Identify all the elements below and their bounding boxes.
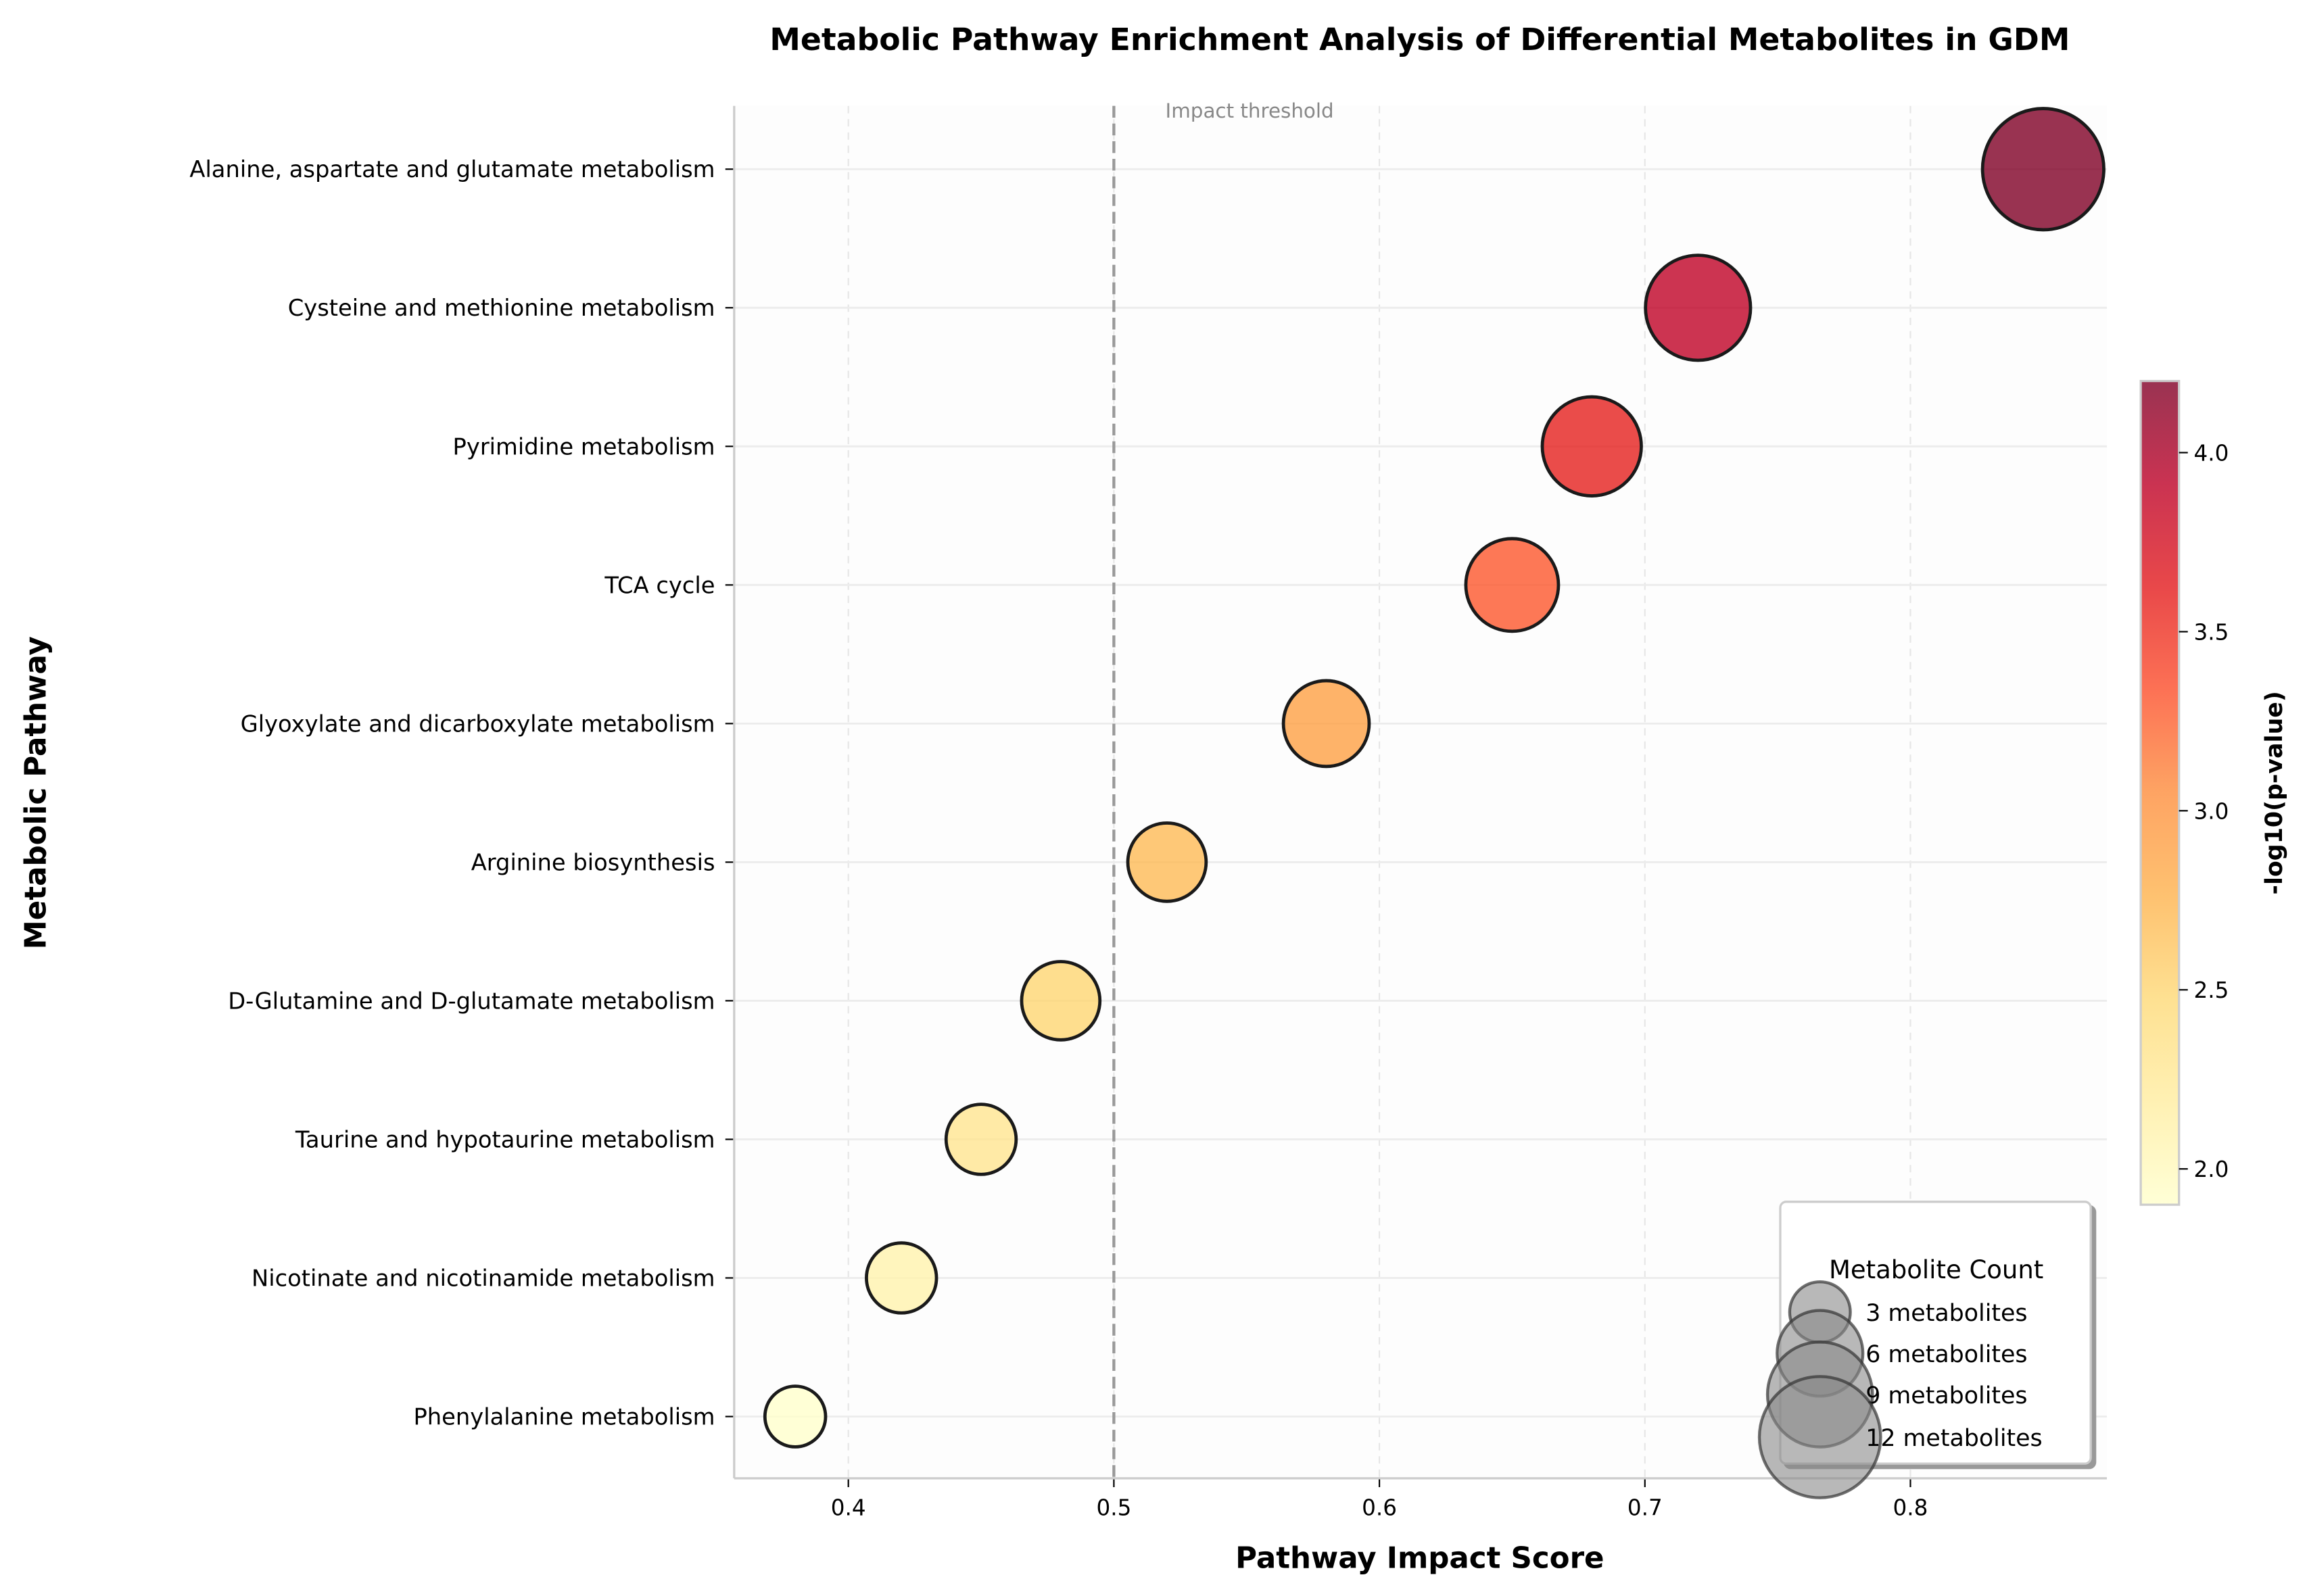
y-tick-label: Nicotinate and nicotinamide metabolism	[252, 1265, 715, 1291]
bubble-point	[865, 1241, 938, 1315]
y-axis-label: Metabolic Pathway	[19, 636, 53, 949]
y-tick-label: D-Glutamine and D-glutamate metabolism	[228, 988, 715, 1014]
x-tick-label: 0.4	[831, 1495, 866, 1520]
impact-threshold-label: Impact threshold	[1166, 99, 1334, 122]
legend-label: 9 metabolites	[1865, 1382, 2027, 1409]
x-axis-label: Pathway Impact Score	[1235, 1542, 1604, 1576]
colorbar	[2139, 379, 2181, 1206]
bubble-point	[1540, 395, 1643, 498]
colorbar-tick-label: 2.0	[2193, 1157, 2229, 1182]
bubble-point	[1020, 960, 1102, 1042]
y-tick-label: Glyoxylate and dicarboxylate metabolism	[241, 710, 715, 737]
bubble-point	[1980, 107, 2106, 232]
bubble-point	[1644, 253, 1753, 362]
y-tick-label: Arginine biosynthesis	[471, 849, 715, 875]
x-tick-label: 0.8	[1893, 1495, 1928, 1520]
x-tick-label: 0.7	[1627, 1495, 1663, 1520]
bubble-point	[1126, 821, 1208, 903]
y-tick-label: Taurine and hypotaurine metabolism	[295, 1126, 715, 1153]
bubble-point	[1281, 679, 1371, 769]
x-tick-label: 0.6	[1362, 1495, 1397, 1520]
colorbar-label: -log10(p-value)	[2261, 691, 2288, 894]
legend-title: Metabolite Count	[1829, 1255, 2043, 1284]
bubble-point	[1464, 537, 1561, 633]
x-tick-label: 0.5	[1096, 1495, 1131, 1520]
colorbar-tick-label: 2.5	[2193, 977, 2229, 1003]
y-tick-label: Alanine, aspartate and glutamate metabol…	[189, 156, 715, 183]
y-tick-label: Pyrimidine metabolism	[453, 433, 715, 460]
colorbar-tick-label: 3.5	[2193, 619, 2229, 645]
legend-label: 12 metabolites	[1865, 1425, 2043, 1452]
legend-bubble	[1757, 1375, 1882, 1499]
bubble-point	[763, 1384, 828, 1449]
legend-label: 3 metabolites	[1865, 1300, 2027, 1327]
bubble-point	[944, 1103, 1018, 1176]
y-tick-label: TCA cycle	[604, 572, 715, 598]
y-tick-label: Cysteine and methionine metabolism	[288, 295, 715, 321]
chart-title: Metabolic Pathway Enrichment Analysis of…	[769, 22, 2070, 57]
colorbar-tick-label: 3.0	[2193, 798, 2229, 824]
y-tick-label: Phenylalanine metabolism	[413, 1403, 715, 1430]
colorbar-tick-label: 4.0	[2193, 441, 2229, 466]
legend-label: 6 metabolites	[1865, 1341, 2027, 1368]
